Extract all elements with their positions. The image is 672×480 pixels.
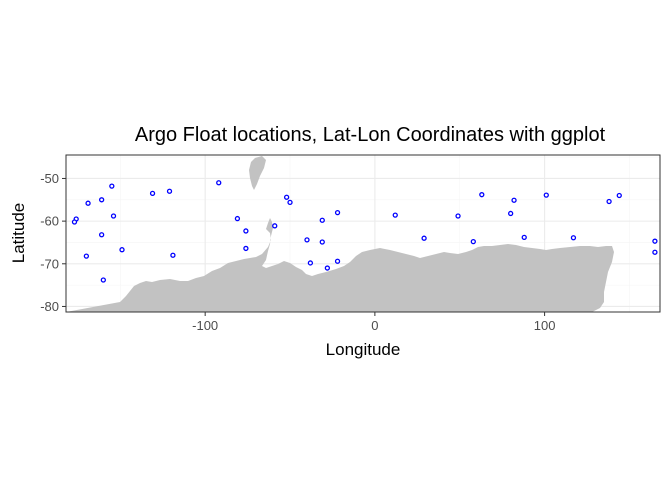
float-point [334,258,341,264]
float-point [85,200,91,206]
float-point [543,192,549,198]
float-point [119,247,125,253]
y-tick-label: -60 [40,214,59,229]
y-tick-label: -70 [40,256,59,271]
south-america-shape [249,156,266,190]
float-point [570,235,577,241]
x-axis: -100 0 100 [192,312,555,333]
float-point [149,190,156,197]
y-axis-title: Latitude [9,203,28,264]
float-point [243,245,249,252]
float-point [287,199,293,206]
float-point [470,238,476,245]
float-point [71,219,78,225]
float-point [98,232,105,238]
float-point [304,237,310,243]
float-point [110,213,117,219]
x-tick-label: 100 [534,318,556,333]
float-point [616,192,622,199]
float-point [243,228,249,234]
float-point [100,277,106,283]
float-point [455,213,461,219]
panel-border [65,154,661,313]
float-point [272,223,278,229]
float-point [216,180,222,186]
x-tick-label: -100 [192,318,218,333]
float-point [166,188,173,194]
float-point [334,209,341,216]
float-point [511,197,517,203]
float-point [83,253,90,259]
float-point [392,212,398,218]
float-points [71,180,658,283]
float-point [606,198,612,205]
float-point [479,192,485,198]
float-point [98,197,105,203]
y-tick-label: -80 [40,299,59,314]
float-point [521,234,527,240]
x-axis-title: Longitude [326,340,401,359]
chart-title: Argo Float locations, Lat-Lon Coordinate… [135,124,606,146]
float-point [508,210,514,217]
antarctica-shape [66,218,614,312]
float-point [170,252,176,258]
landmass [66,156,614,312]
float-point [283,194,290,200]
float-point [421,235,427,241]
float-point [109,183,115,189]
float-point [652,238,658,244]
x-tick-label: 0 [371,318,378,333]
float-point [307,260,314,266]
float-point [319,239,325,245]
float-point [324,265,331,271]
y-tick-label: -50 [40,171,59,186]
float-point [319,217,325,223]
float-point [234,215,241,222]
y-axis: -50 -60 -70 -80 [40,171,66,314]
float-point [652,249,658,255]
